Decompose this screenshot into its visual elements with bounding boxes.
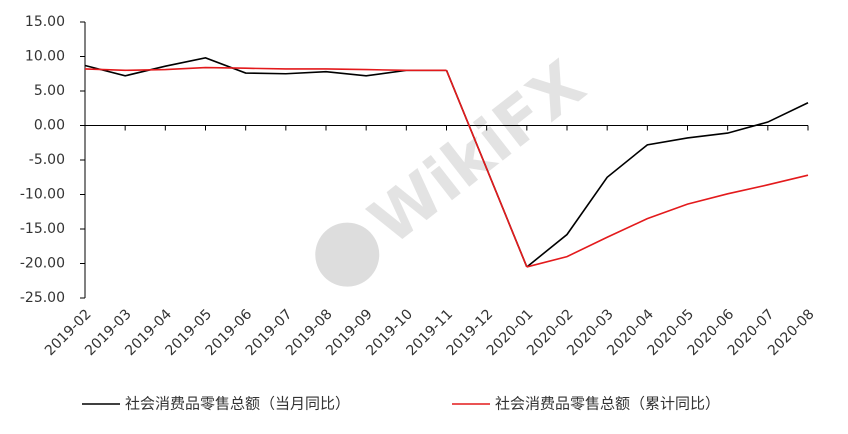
watermark-text: WikiFX <box>356 47 599 259</box>
y-tick-label: 5.00 <box>34 83 65 99</box>
gap-connector <box>445 69 528 268</box>
y-tick-label: -10.00 <box>20 187 65 203</box>
y-tick-label: -20.00 <box>20 256 65 272</box>
y-tick-label: -15.00 <box>20 221 65 237</box>
legend-label: 社会消费品零售总额（累计同比） <box>495 395 720 413</box>
watermark-logo <box>315 222 380 287</box>
series-line <box>84 66 809 268</box>
y-tick-label: 15.00 <box>25 14 65 30</box>
watermark: WikiFX <box>315 47 599 287</box>
legend-label: 社会消费品零售总额（当月同比） <box>125 395 350 413</box>
y-tick-label: -5.00 <box>29 152 65 168</box>
series-line <box>84 57 809 268</box>
y-tick-label: -25.00 <box>20 290 65 306</box>
y-tick-label: 0.00 <box>34 118 65 134</box>
y-tick-label: 10.00 <box>25 49 65 65</box>
legend: 社会消费品零售总额（当月同比） 社会消费品零售总额（累计同比） <box>82 395 720 413</box>
